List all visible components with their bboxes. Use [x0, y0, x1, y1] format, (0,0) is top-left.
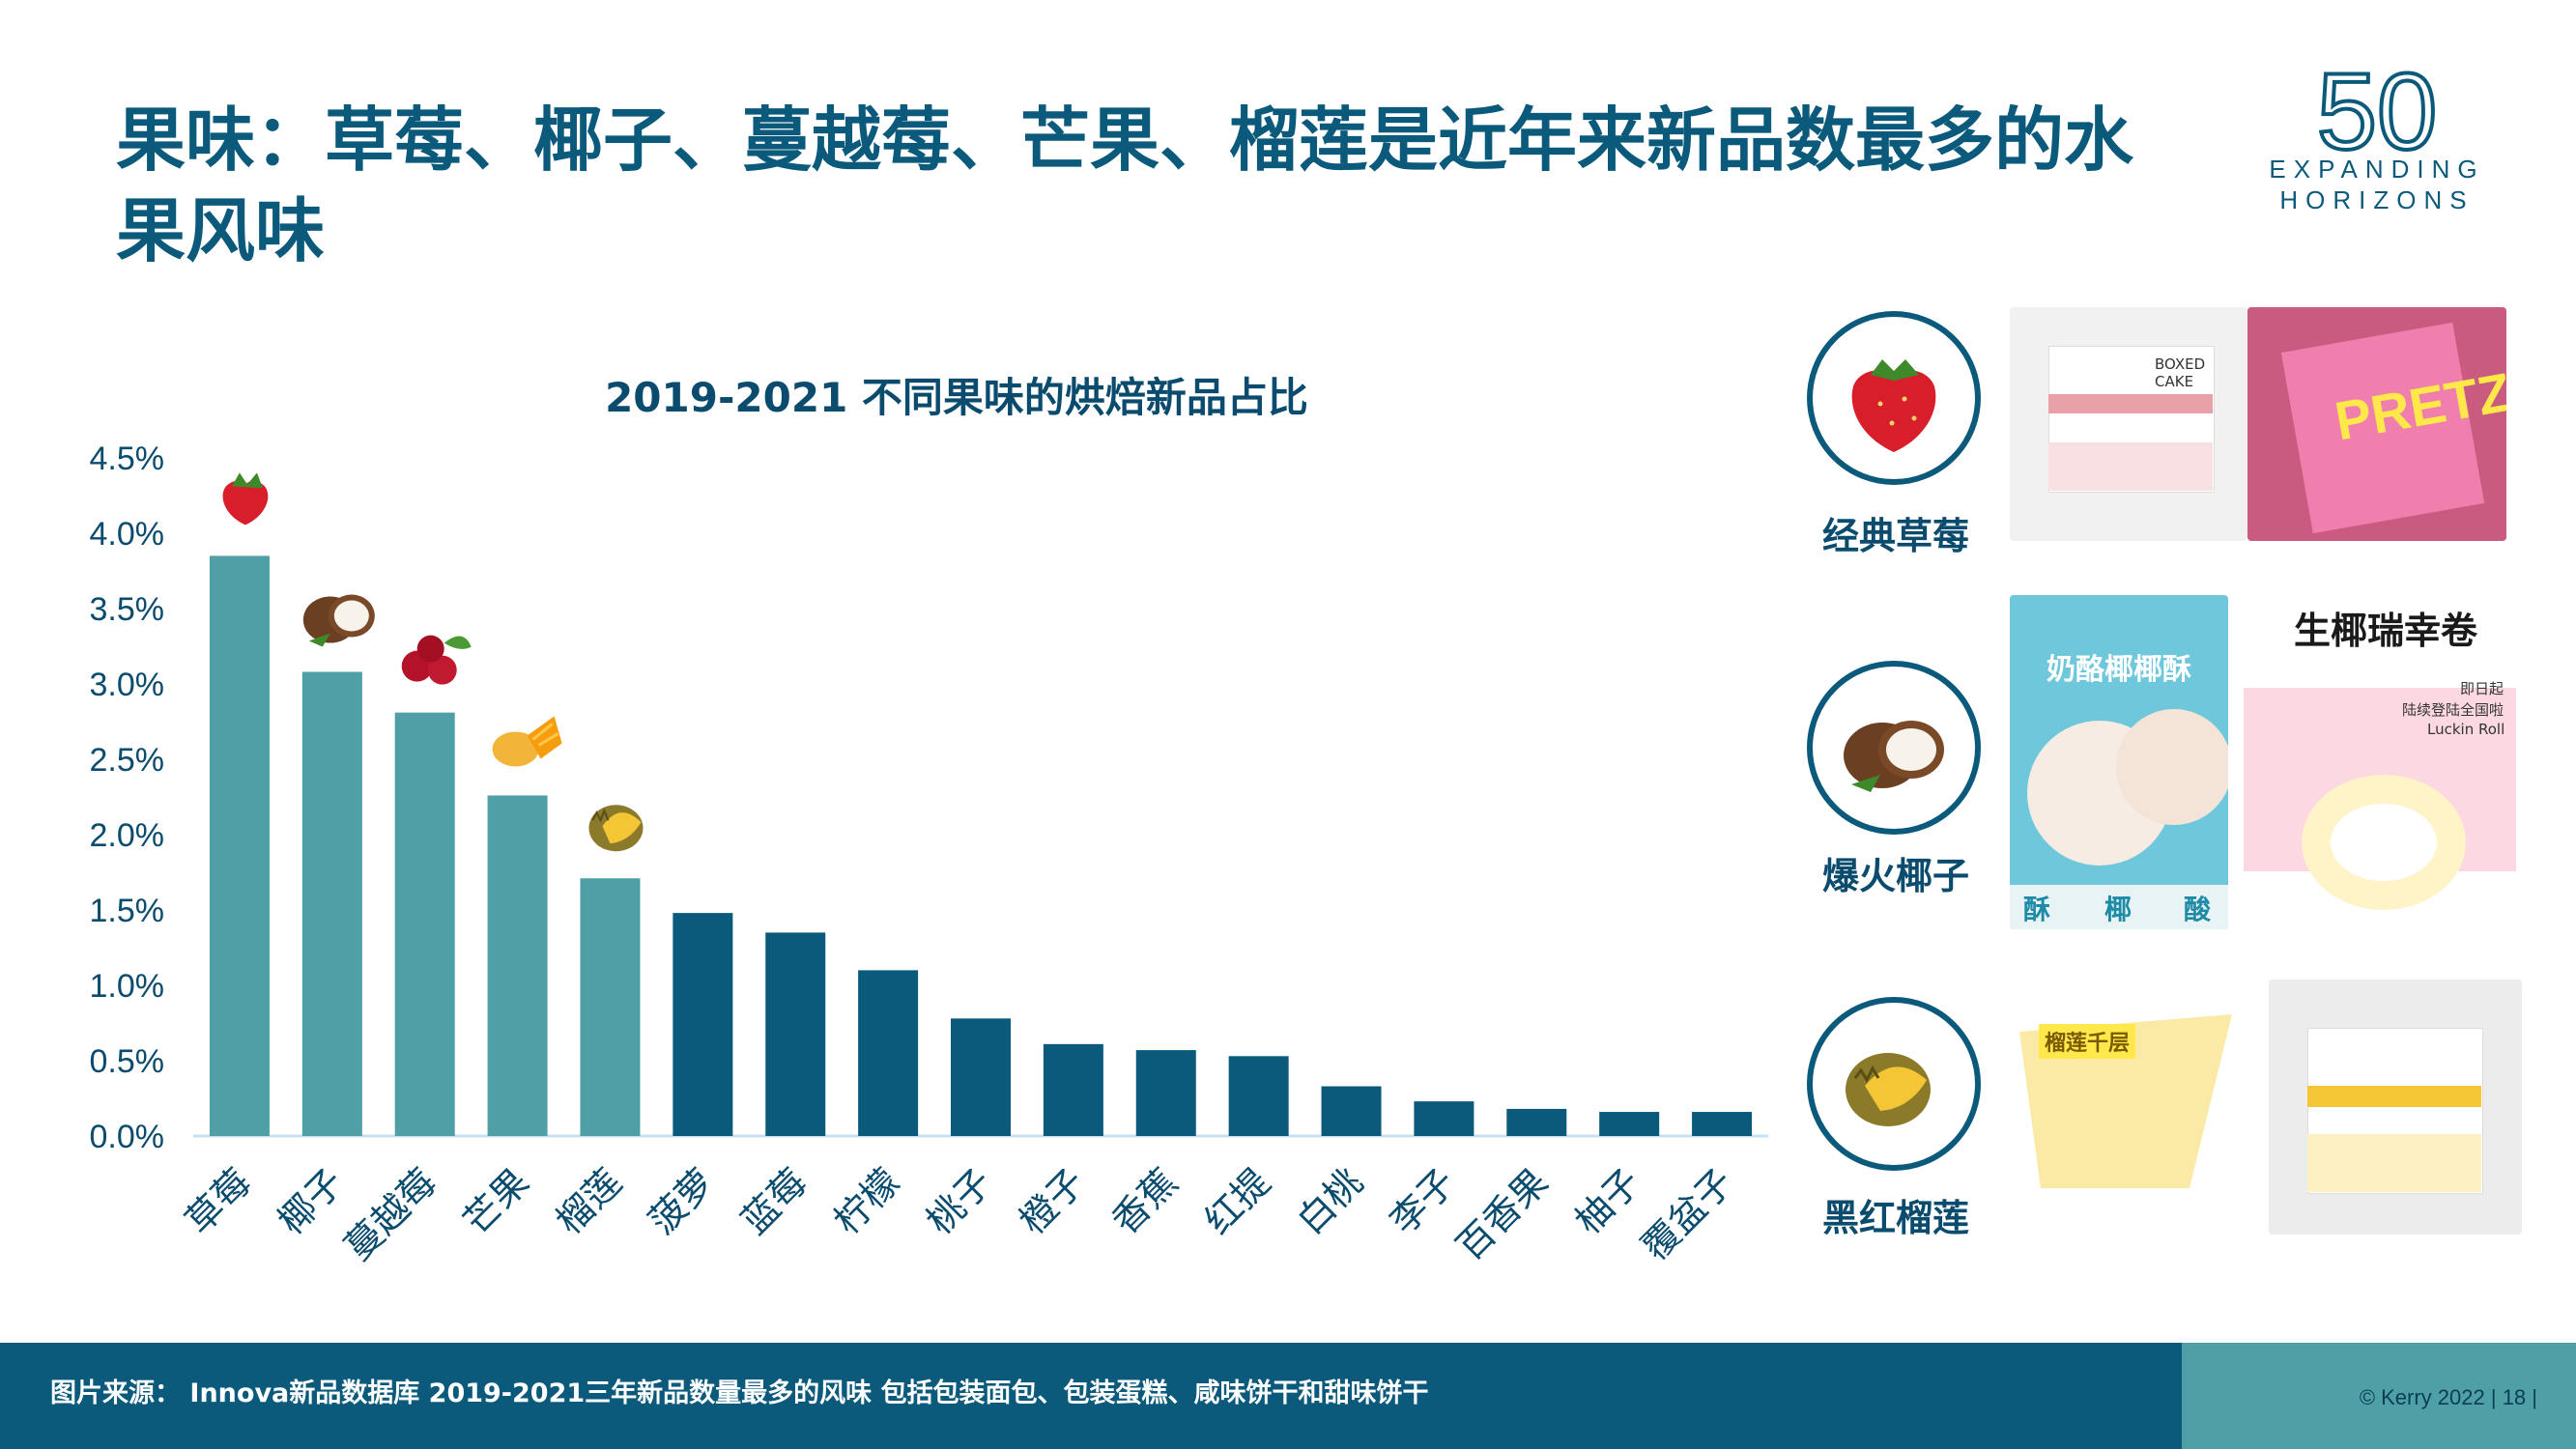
bar-chart: 0.0% 0.5% 1.0% 1.5% 2.0% 2.5% 3.0% 3.5% 4.0% 4.5%… [90, 440, 1768, 1268]
durian-cake-label: 榴莲千层 [2039, 1024, 2136, 1059]
bar-1 [209, 555, 270, 1136]
x-tick-label: 红提 [1196, 1160, 1278, 1242]
bar-14 [1414, 1101, 1474, 1136]
pastry-tag-2: 椰 [2104, 894, 2132, 925]
y-tick-label: 3.5% [90, 591, 165, 628]
cranberry-icon [401, 635, 472, 685]
y-tick-label: 1.5% [90, 893, 165, 929]
durian-circle [1807, 997, 1981, 1171]
bar-9 [951, 1018, 1011, 1136]
x-tick-label: 李子 [1382, 1160, 1464, 1242]
x-tick-label: 百香果 [1448, 1160, 1557, 1268]
logo-line-2: HORIZONS [2279, 185, 2475, 214]
footer-source: 图片来源： Innova新品数据库 2019-2021三年新品数量最多的风味 包… [50, 1378, 1429, 1408]
x-tick-label: 柚子 [1567, 1160, 1649, 1242]
durian-cake-photo: 榴莲千层 [2010, 995, 2253, 1209]
roll-line-1: 即日起 [2460, 680, 2504, 697]
x-tick-label: 覆盆子 [1634, 1160, 1742, 1268]
roll-title: 生椰瑞幸卷 [2294, 610, 2478, 652]
roll-line-3: Luckin Roll [2427, 721, 2505, 738]
mango-icon [492, 716, 562, 767]
strawberry-icon [1851, 359, 1936, 452]
strawberry-circle [1807, 311, 1981, 485]
bar-5 [580, 878, 641, 1136]
bar-15 [1506, 1108, 1567, 1136]
roll-line-2: 陆续登陆全国啦 [2402, 701, 2504, 719]
x-tick-label: 菠萝 [641, 1160, 723, 1242]
bar-8 [858, 970, 919, 1136]
coconut-roll-photo: 生椰瑞幸卷 即日起 陆续登陆全国啦 Luckin Roll [2244, 591, 2516, 920]
bar-13 [1321, 1086, 1382, 1136]
svg-text:50: 50 [2317, 51, 2438, 172]
x-tick-label: 橙子 [1011, 1160, 1093, 1242]
bar-7 [765, 932, 826, 1136]
footer-accent [2182, 1343, 2576, 1449]
coconut-icon [1844, 721, 1944, 792]
footer-bar [0, 1343, 2576, 1449]
durian-icon [588, 805, 644, 852]
pastry-tag-3: 酸 [2184, 894, 2212, 925]
x-tick-label: 蓝莓 [733, 1160, 816, 1242]
pastry-tag-1: 酥 [2023, 894, 2051, 925]
x-tick-label: 芒果 [455, 1160, 537, 1242]
strawberry-icon [222, 472, 269, 526]
bar-11 [1135, 1050, 1196, 1136]
x-tick-label: 桃子 [919, 1160, 1001, 1242]
coconut-circle [1807, 661, 1981, 835]
pretz-strawberry-photo: PRETZ [2247, 307, 2506, 541]
bar-12 [1228, 1056, 1289, 1136]
y-tick-label: 3.0% [90, 667, 165, 703]
x-tick-label: 白桃 [1289, 1160, 1371, 1242]
y-tick-label: 1.0% [90, 968, 165, 1005]
x-tick-label: 柠檬 [826, 1160, 908, 1242]
copyright: © Kerry 2022 | 18 | [2359, 1385, 2537, 1409]
chart-title: 2019-2021 不同果味的烘焙新品占比 [605, 374, 1308, 421]
showcase-label-durian: 黑红榴莲 [1821, 1197, 1969, 1239]
x-tick-label: 蔓越莓 [336, 1160, 444, 1268]
bar-3 [394, 712, 455, 1136]
showcase-label-strawberry: 经典草莓 [1821, 515, 1969, 557]
bar-6 [673, 913, 733, 1136]
x-tick-label: 香蕉 [1103, 1160, 1186, 1242]
y-tick-label: 2.5% [90, 742, 165, 779]
y-tick-label: 4.0% [90, 516, 165, 553]
logo-line-1: EXPANDING [2269, 155, 2485, 184]
y-tick-label: 4.5% [90, 440, 165, 477]
durian-boxed-cake-photo [2269, 980, 2522, 1235]
x-tick-label: 草莓 [177, 1160, 259, 1242]
coconut-icon [302, 594, 375, 647]
durian-icon [1846, 1053, 1931, 1126]
bar-4 [487, 795, 548, 1136]
x-tick-label: 榴莲 [548, 1160, 630, 1242]
strawberry-boxed-cake-photo: BOXED CAKE [2010, 307, 2247, 541]
coconut-pastry-photo: 奶酪椰椰酥 酥 椰 酸 [2010, 595, 2228, 929]
y-tick-label: 0.5% [90, 1043, 165, 1080]
y-tick-label: 0.0% [90, 1119, 165, 1155]
showcase-label-coconut: 爆火椰子 [1821, 855, 1969, 897]
y-tick-label: 2.0% [90, 817, 165, 854]
bar-10 [1043, 1043, 1103, 1136]
bar-2 [301, 671, 362, 1136]
boxed-cake-label: BOXED CAKE [2155, 355, 2206, 390]
coconut-pastry-title: 奶酪椰椰酥 [2046, 653, 2191, 687]
page-title: 果味：草莓、椰子、蔓越莓、芒果、榴莲是近年来新品数最多的水果风味 [116, 99, 2134, 271]
bar-16 [1599, 1112, 1660, 1136]
bar-17 [1692, 1112, 1753, 1136]
expanding-horizons-logo: 50 [2315, 49, 2440, 174]
x-tick-label: 椰子 [270, 1160, 352, 1242]
